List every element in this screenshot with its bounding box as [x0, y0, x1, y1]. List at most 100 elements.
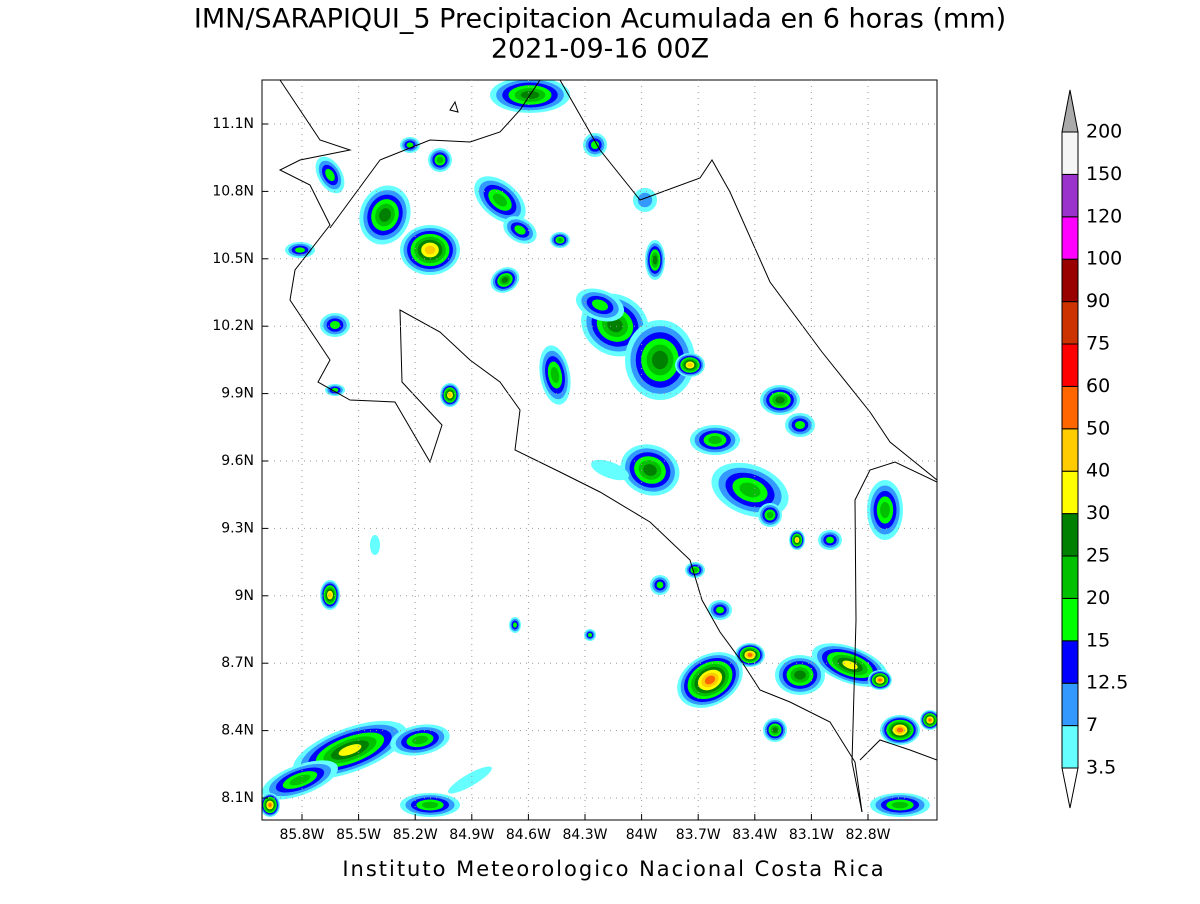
colorbar-label: 50 — [1086, 417, 1110, 439]
lat-label: 9N — [235, 588, 254, 604]
pacific-coast — [278, 80, 863, 813]
rain-cell — [379, 208, 391, 222]
rain-cell — [289, 774, 311, 786]
rain-cell — [557, 237, 563, 243]
rain-cell — [651, 350, 669, 370]
colorbar-segment — [1061, 343, 1079, 387]
lat-label: 10.5N — [212, 251, 254, 267]
colorbar-segment — [1061, 682, 1079, 727]
colorbar-segment — [1061, 258, 1079, 303]
colorbar-label: 150 — [1086, 163, 1122, 185]
rain-cell — [448, 766, 492, 794]
colorbar-label: 120 — [1086, 205, 1122, 227]
rain-cell — [448, 392, 452, 398]
rain-cell — [514, 225, 526, 235]
coastlines — [278, 80, 937, 813]
rain-cell — [794, 670, 806, 680]
lon-label: 85.8W — [279, 827, 324, 843]
colorbar-label: 75 — [1086, 333, 1110, 355]
lat-label: 10.2N — [212, 318, 254, 334]
colorbar-label: 30 — [1086, 502, 1110, 524]
lon-label: 83.4W — [732, 827, 777, 843]
rain-cell — [268, 803, 272, 807]
rain-cell — [795, 538, 799, 542]
rain-cell — [588, 633, 592, 637]
rain-cell — [330, 321, 340, 329]
rain-cell — [513, 622, 517, 628]
colorbar-segment — [1061, 301, 1079, 345]
rain-cell — [421, 801, 439, 809]
rain-cell — [424, 245, 436, 255]
rain-cell — [775, 396, 785, 404]
rain-cell — [325, 168, 335, 182]
rain-cell — [591, 459, 629, 481]
lon-label: 84.6W — [506, 827, 551, 843]
rain-cell — [591, 299, 609, 311]
rain-cell — [295, 247, 305, 253]
rain-cell — [747, 653, 753, 657]
rain-cell — [643, 464, 657, 476]
colorbar-label: 12.5 — [1086, 672, 1128, 694]
rain-cell — [772, 727, 778, 733]
rain-cell — [826, 536, 834, 544]
map-frame — [261, 79, 938, 821]
rain-cell — [891, 801, 909, 809]
colorbar-label: 100 — [1086, 248, 1122, 270]
lat-label: 10.8N — [212, 183, 254, 199]
rain-cell — [878, 678, 882, 682]
colorbar-label: 15 — [1086, 629, 1110, 651]
rain-cell — [607, 317, 623, 333]
rain-cell — [550, 366, 560, 384]
colorbar-segment — [1061, 385, 1079, 430]
colorbar-below — [1061, 767, 1079, 809]
title: IMN/SARAPIQUI_5 Precipitacion Acumulada … — [194, 4, 1006, 35]
nicaragua-border — [329, 80, 541, 229]
rain-cell — [842, 660, 858, 670]
rain-cell — [338, 744, 362, 756]
lat-label: 9.3N — [221, 520, 254, 536]
rain-cell — [708, 435, 722, 445]
rain-cell — [411, 735, 429, 745]
lon-label: 85.5W — [336, 827, 381, 843]
lon-label: 83.1W — [789, 827, 834, 843]
subtitle: 2021-09-16 00Z — [491, 34, 709, 65]
panama-border — [851, 461, 937, 813]
colorbar-segment — [1061, 173, 1079, 218]
colorbar-label: 40 — [1086, 460, 1110, 482]
colorbar-label: 200 — [1086, 121, 1122, 143]
rain-cell — [436, 156, 444, 164]
rain-cell — [656, 581, 664, 589]
colorbar-segment — [1061, 131, 1079, 175]
colorbar-segment — [1061, 597, 1079, 642]
footer: Instituto Meteorologico Nacional Costa R… — [342, 857, 885, 881]
lon-label: 84.9W — [449, 827, 494, 843]
rain-cell — [896, 727, 904, 733]
lat-label: 8.1N — [221, 790, 254, 806]
rain-cell — [766, 511, 774, 519]
lon-label: 84.3W — [562, 827, 607, 843]
lat-label: 8.4N — [221, 723, 254, 739]
lat-label: 8.7N — [221, 655, 254, 671]
rain-cell — [492, 193, 508, 207]
rain-cell — [328, 592, 332, 598]
colorbar-segment — [1061, 555, 1079, 599]
lon-label: 85.2W — [393, 827, 438, 843]
colorbar-label: 20 — [1086, 587, 1110, 609]
lon-label: 82.8W — [845, 827, 890, 843]
lat-label: 9.6N — [221, 453, 254, 469]
colorbar-label: 3.5 — [1086, 757, 1116, 779]
rain-cell — [704, 675, 716, 685]
rain-cell — [716, 606, 724, 614]
rain-cell — [591, 141, 599, 149]
precipitation-field — [262, 80, 937, 817]
colorbar-above — [1061, 89, 1079, 133]
colorbar-segment — [1061, 470, 1079, 515]
rain-cell — [795, 421, 805, 429]
colorbar-label: 7 — [1086, 714, 1098, 736]
rain-cell — [406, 142, 414, 148]
colorbar-segment — [1061, 428, 1079, 472]
colorbar-segment — [1061, 513, 1079, 557]
rain-cell — [501, 277, 509, 283]
